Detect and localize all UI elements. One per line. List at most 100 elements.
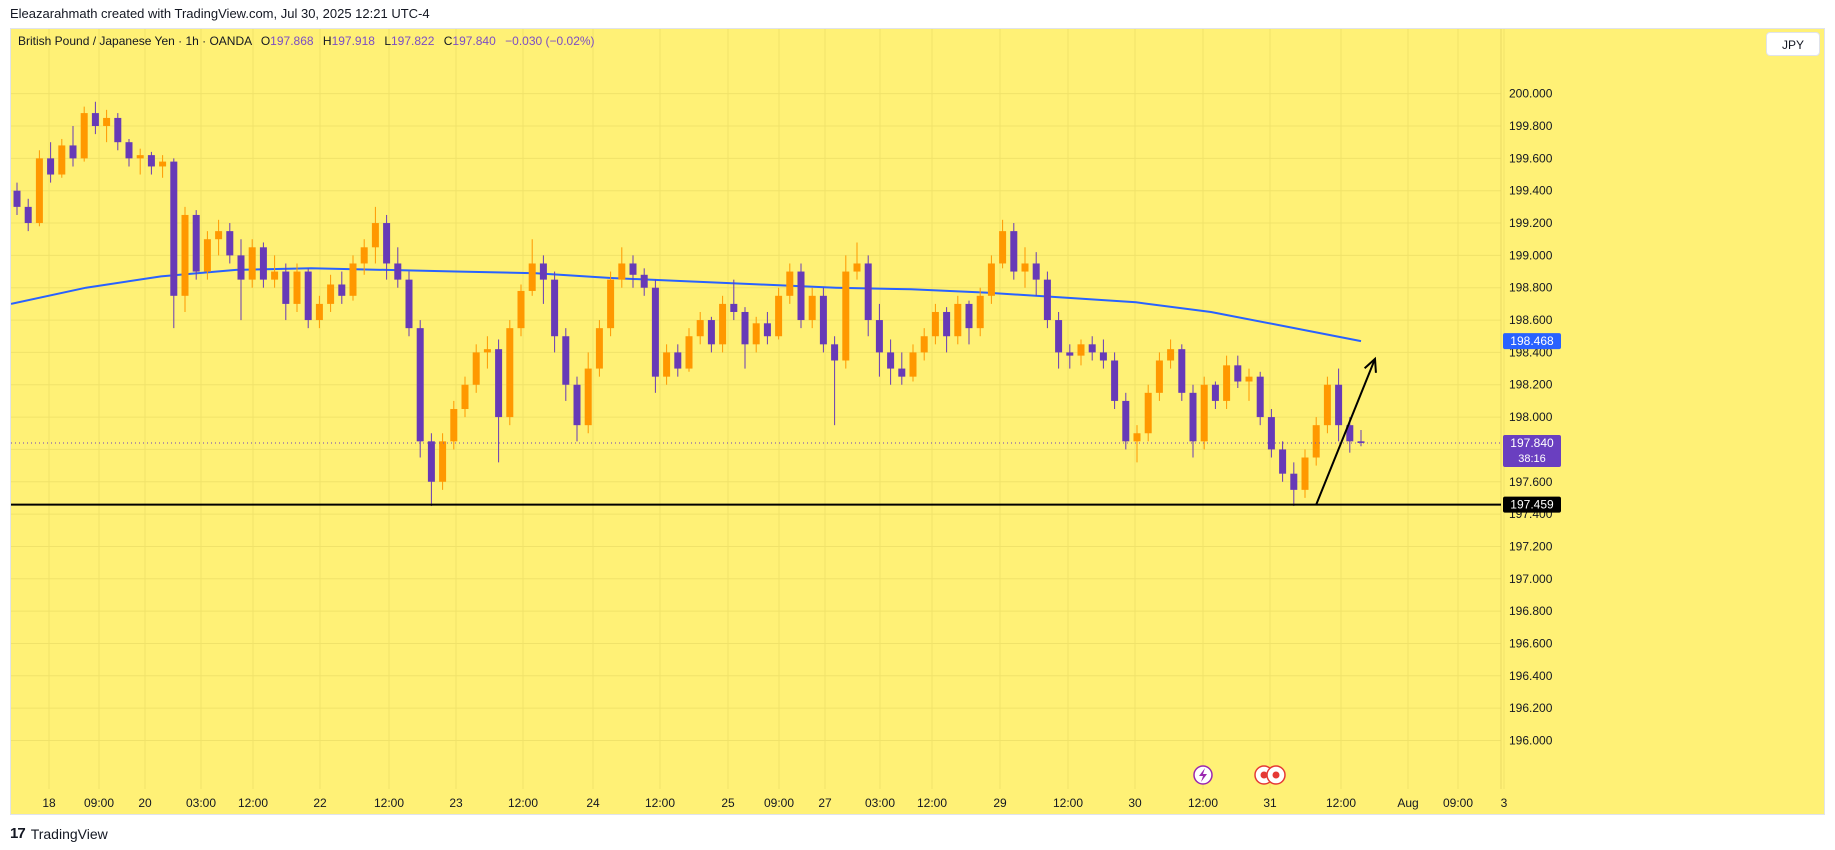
candle-body xyxy=(181,214,189,296)
x-tick-label: 12:00 xyxy=(238,796,268,810)
candle-body xyxy=(1301,457,1309,490)
y-tick-label: 196.800 xyxy=(1509,604,1553,618)
candle-body xyxy=(1032,263,1040,280)
news-event-dot-icon-2 xyxy=(1272,771,1280,779)
candle-body xyxy=(1077,344,1085,356)
candle-body xyxy=(1178,349,1186,393)
candle-body xyxy=(1256,376,1264,418)
candle-body xyxy=(1099,352,1107,361)
candle-body xyxy=(35,158,43,224)
x-tick-label: 12:00 xyxy=(645,796,675,810)
tradingview-logo[interactable]: 17 TradingView xyxy=(10,825,108,842)
candle-body xyxy=(909,352,917,377)
x-tick-label: 27 xyxy=(818,796,832,810)
candle-body xyxy=(1267,417,1275,450)
candle-body xyxy=(898,368,906,377)
candle-body xyxy=(730,303,738,312)
candle-body xyxy=(573,384,581,426)
candle-body xyxy=(282,271,290,304)
high-label: H xyxy=(322,34,332,48)
x-tick-label: 03:00 xyxy=(865,796,895,810)
y-tick-label: 199.800 xyxy=(1509,119,1553,133)
tradingview-logo-icon: 17 xyxy=(10,825,26,842)
candle-body xyxy=(91,113,99,127)
candle-body xyxy=(517,290,525,329)
y-tick-label: 196.600 xyxy=(1509,636,1553,650)
x-tick-label: 09:00 xyxy=(84,796,114,810)
candle-body xyxy=(483,349,491,353)
candle-body xyxy=(1211,384,1219,401)
low-value: 197.822 xyxy=(391,34,435,48)
candle-body xyxy=(819,295,827,345)
candle-body xyxy=(775,295,783,337)
candle-body xyxy=(338,284,346,296)
candle-body xyxy=(349,263,357,296)
candle-body xyxy=(147,155,155,167)
candle-body xyxy=(315,303,323,321)
x-tick-label: 22 xyxy=(313,796,327,810)
x-tick-label: 20 xyxy=(138,796,152,810)
candle-body xyxy=(248,247,256,280)
candle-body xyxy=(1155,360,1163,393)
x-tick-label: 12:00 xyxy=(1053,796,1083,810)
candle-body xyxy=(461,384,469,409)
currency-button[interactable]: JPY xyxy=(1766,32,1820,56)
low-label: L xyxy=(384,34,391,48)
y-tick-label: 199.600 xyxy=(1509,151,1553,165)
open-value: 197.868 xyxy=(270,34,314,48)
support-price-label: 197.459 xyxy=(1510,498,1554,512)
y-tick-label: 196.200 xyxy=(1509,701,1553,715)
candle-body xyxy=(1144,392,1152,434)
candle-body xyxy=(1189,392,1197,442)
candle-body xyxy=(595,328,603,369)
ma-price-badge xyxy=(1503,333,1561,350)
support-price-badge xyxy=(1503,496,1561,513)
candle-body xyxy=(304,271,312,321)
candle-body xyxy=(1167,349,1175,361)
current-price-badge xyxy=(1503,434,1561,467)
countdown-label: 38:16 xyxy=(1518,453,1546,465)
candle-body xyxy=(707,320,715,345)
candle-body xyxy=(416,328,424,442)
candle-body xyxy=(495,349,503,418)
y-tick-label: 198.200 xyxy=(1509,378,1553,392)
x-tick-label: 31 xyxy=(1263,796,1277,810)
candle-body xyxy=(405,279,413,329)
attribution-text: Eleazarahmath created with TradingView.c… xyxy=(10,6,430,21)
arrow-annotation-line[interactable] xyxy=(1315,358,1376,505)
candle-body xyxy=(987,263,995,296)
candle-body xyxy=(853,263,861,272)
price-chart[interactable]: 196.000 196.200 196.400 196.600 196.800 197.0… xyxy=(11,29,1825,815)
current-price-label: 197.840 xyxy=(1510,436,1554,450)
symbol-legend: British Pound / Japanese Yen · 1h · OAND… xyxy=(18,34,595,48)
y-tick-label: 198.600 xyxy=(1509,313,1553,327)
y-tick-label: 197.600 xyxy=(1509,475,1553,489)
candle-body xyxy=(293,271,301,304)
candle-body xyxy=(887,352,895,369)
candle-body xyxy=(539,263,547,280)
attribution-bar: Eleazarahmath created with TradingView.c… xyxy=(0,0,1835,28)
candle-body xyxy=(551,279,559,337)
chart-area[interactable]: 196.000 196.200 196.400 196.600 196.800 197.0… xyxy=(10,28,1825,815)
x-tick-label: 23 xyxy=(449,796,463,810)
candle-body xyxy=(1234,365,1242,382)
candle-body xyxy=(1066,352,1074,356)
y-tick-label: 199.200 xyxy=(1509,216,1553,230)
candle-body xyxy=(719,303,727,345)
x-tick-label: Aug xyxy=(1397,796,1418,810)
arrow-annotation-head xyxy=(1363,356,1377,373)
candle-body xyxy=(875,320,883,353)
candle-body xyxy=(24,206,32,224)
lightning-bolt-icon xyxy=(1199,768,1207,782)
x-tick-label: 03:00 xyxy=(186,796,216,810)
y-tick-label: 196.000 xyxy=(1509,733,1553,747)
candle-body xyxy=(472,352,480,385)
candle-body xyxy=(114,117,122,143)
candle-body xyxy=(360,247,368,264)
x-tick-label: 09:00 xyxy=(764,796,794,810)
x-tick-label: 12:00 xyxy=(1326,796,1356,810)
candle-body xyxy=(1088,344,1096,353)
y-tick-label: 198.800 xyxy=(1509,281,1553,295)
x-tick-label: 12:00 xyxy=(508,796,538,810)
candle-body xyxy=(629,263,637,275)
